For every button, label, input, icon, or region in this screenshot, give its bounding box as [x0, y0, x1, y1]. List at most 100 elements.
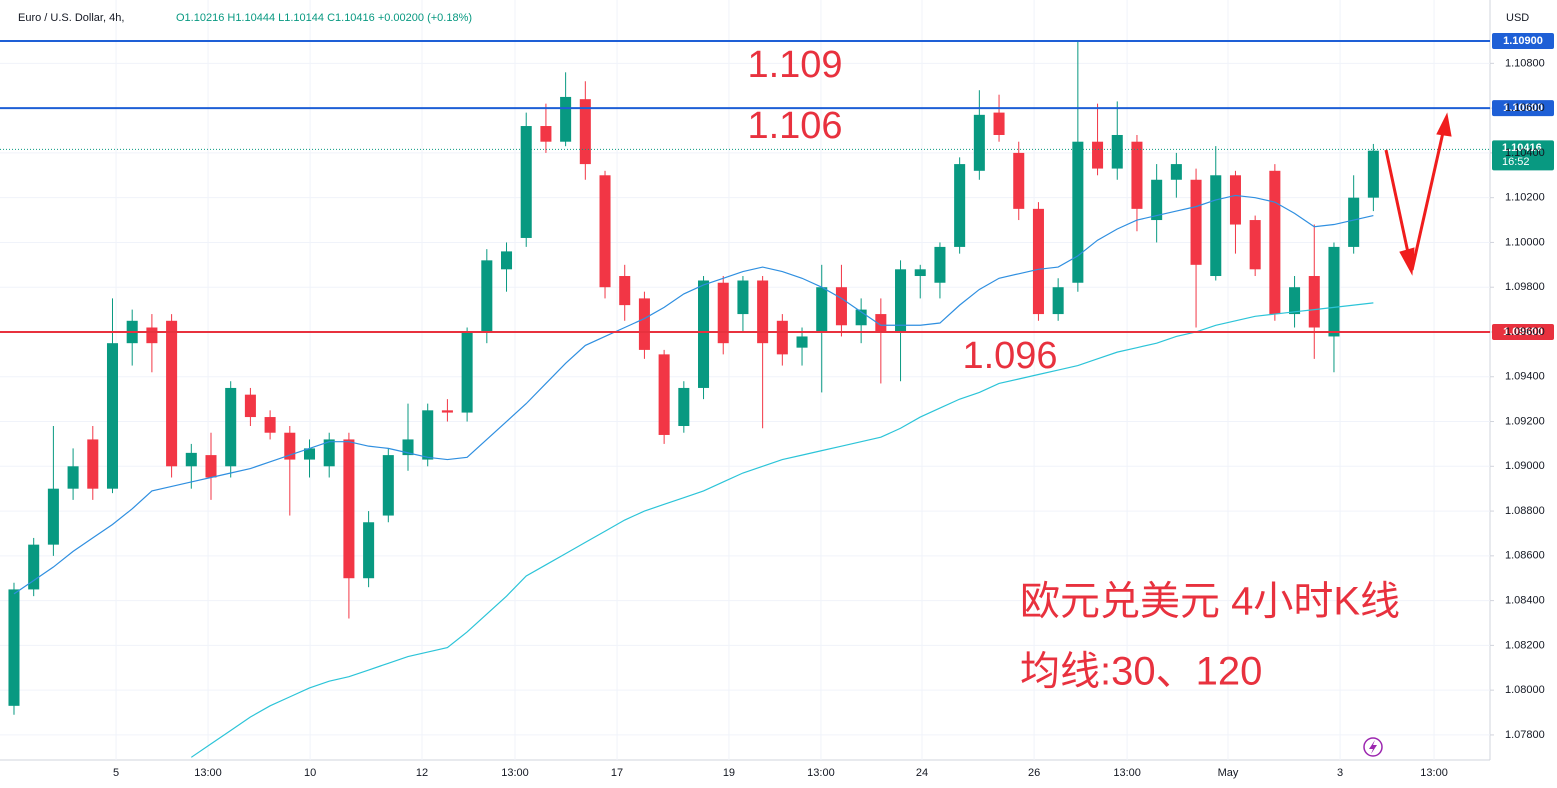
- candle-body: [1249, 220, 1261, 270]
- candle-body: [244, 394, 256, 418]
- candle-body: [1348, 197, 1360, 247]
- y-tick-label: 1.10600: [1505, 102, 1545, 114]
- candle-body: [441, 410, 453, 413]
- y-tick-label: 1.08800: [1505, 505, 1545, 517]
- moving-average-line: [13, 194, 1374, 595]
- level-tag: [1492, 323, 1554, 340]
- candle-body: [1092, 141, 1104, 169]
- candle-body: [875, 314, 887, 332]
- candle-body: [1170, 164, 1182, 180]
- x-tick-label: 19: [723, 767, 735, 779]
- candle-body: [579, 99, 591, 165]
- y-tick-label: 1.09600: [1505, 326, 1545, 338]
- candle-body: [1328, 246, 1340, 337]
- candle-body: [225, 387, 237, 467]
- candle-body: [520, 126, 532, 238]
- candle-body: [422, 410, 434, 460]
- candle-body: [205, 455, 217, 478]
- candle-body: [835, 287, 847, 326]
- x-tick-label: May: [1218, 767, 1239, 779]
- overlay: 1.10900 1.10600 1.09600 1.109 1.106 1.096 1.10…: [0, 32, 1554, 377]
- note-ma: 均线:30、120: [1020, 650, 1262, 694]
- candle-body: [737, 280, 749, 315]
- x-tick-label: 5: [113, 767, 119, 779]
- candle-body: [1032, 208, 1044, 315]
- candle-body: [461, 331, 473, 413]
- y-tick-label: 1.10000: [1505, 236, 1545, 248]
- candle-body: [658, 354, 670, 435]
- x-tick-label: 10: [304, 767, 316, 779]
- candle-body: [1229, 175, 1241, 225]
- level-tag: [1492, 100, 1554, 117]
- candle-body: [1289, 287, 1301, 315]
- candle-body: [816, 287, 828, 332]
- candle-body: [146, 327, 158, 344]
- candle-body: [1111, 134, 1123, 169]
- candle-body: [47, 488, 59, 545]
- chart-title: Euro / U.S. Dollar, 4h,: [18, 12, 124, 24]
- candle-body: [678, 387, 690, 427]
- y-tick-label: 1.10400: [1505, 147, 1545, 159]
- level-annotation: 1.096: [962, 335, 1057, 377]
- y-tick-label: 1.09800: [1505, 281, 1545, 293]
- candle-body: [757, 280, 769, 344]
- currency-label: USD: [1506, 12, 1529, 24]
- candle-body: [501, 251, 513, 270]
- x-tick-label: 13:00: [501, 767, 529, 779]
- last-price-label: 1.10416: [1502, 142, 1542, 154]
- candle-body: [28, 544, 40, 590]
- candle-body: [540, 126, 552, 142]
- replay-icon[interactable]: [1363, 737, 1383, 757]
- level-tag-label: 1.10900: [1503, 35, 1543, 47]
- x-tick-label: 13:00: [194, 767, 222, 779]
- candle-body: [914, 269, 926, 277]
- candle-body: [402, 439, 414, 456]
- x-tick-label: 12: [416, 767, 428, 779]
- y-tick-label: 1.09400: [1505, 371, 1545, 383]
- candle-body: [481, 260, 493, 332]
- x-tick-label: 13:00: [1113, 767, 1141, 779]
- candle-body: [1151, 179, 1163, 221]
- level-tag-label: 1.10600: [1503, 102, 1543, 114]
- candle-body: [855, 309, 867, 326]
- candle-body: [1013, 152, 1025, 209]
- x-tick-label: 17: [611, 767, 623, 779]
- candle-body: [776, 320, 788, 355]
- arrow-drawing: [1384, 112, 1452, 276]
- candle-body: [264, 417, 276, 433]
- candle-body: [993, 112, 1005, 135]
- y-tick-label: 1.09000: [1505, 460, 1545, 472]
- y-tick-label: 1.10200: [1505, 192, 1545, 204]
- y-tick-label: 1.08400: [1505, 595, 1545, 607]
- candle-body: [363, 522, 375, 579]
- level-annotation: 1.106: [747, 105, 842, 147]
- y-tick-label: 1.10800: [1505, 57, 1545, 69]
- candle-body: [934, 246, 946, 283]
- candle-body: [343, 439, 355, 579]
- candle-body: [560, 96, 572, 142]
- candle-body: [599, 175, 611, 288]
- candle-body: [185, 452, 197, 467]
- last-price-countdown: 16:52: [1502, 156, 1530, 168]
- candle-body: [8, 589, 20, 706]
- y-tick-label: 1.08000: [1505, 684, 1545, 696]
- candle-body: [796, 336, 808, 348]
- level-annotation: 1.109: [747, 44, 842, 86]
- last-price-tag: [1492, 140, 1554, 171]
- candle-body: [717, 282, 729, 344]
- x-tick-label: 24: [916, 767, 928, 779]
- candle-body: [106, 343, 119, 489]
- candle-body: [67, 466, 79, 489]
- candle-body: [895, 269, 907, 332]
- y-tick-label: 1.09200: [1505, 415, 1545, 427]
- level-tag: [1492, 32, 1554, 49]
- candle-body: [1210, 175, 1222, 277]
- candle-body: [1052, 287, 1064, 315]
- x-tick-label: 13:00: [1420, 767, 1448, 779]
- candle-body: [954, 164, 966, 247]
- candle-body: [166, 320, 178, 467]
- candle-body: [698, 280, 710, 388]
- x-tick-label: 26: [1028, 767, 1040, 779]
